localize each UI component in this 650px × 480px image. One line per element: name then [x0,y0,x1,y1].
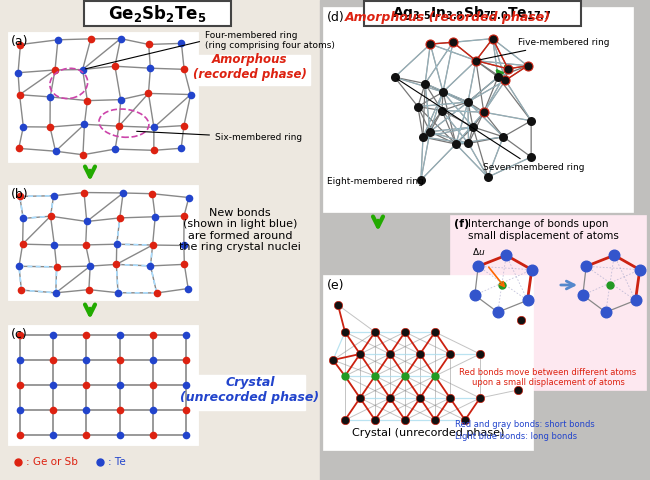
Text: (e): (e) [327,279,344,292]
Text: Crystal
(unrecorded phase): Crystal (unrecorded phase) [181,376,320,404]
Bar [323,7,633,212]
Text: Five-membered ring: Five-membered ring [478,38,610,60]
Text: $\mathbf{Ag_{3.5}In_{3.8}Sb_{75.0}Te_{17.7}}$: $\mathbf{Ag_{3.5}In_{3.8}Sb_{75.0}Te_{17… [392,4,552,22]
Bar [8,32,198,162]
Text: : Ge or Sb: : Ge or Sb [26,457,78,467]
Text: Four-membered ring
(ring comprising four atoms): Four-membered ring (ring comprising four… [85,31,335,69]
Text: Light blue bonds: long bonds: Light blue bonds: long bonds [455,432,577,441]
Text: Six-membered ring: Six-membered ring [136,132,302,142]
Text: (a): (a) [11,35,29,48]
Bar [195,375,305,410]
Text: New bonds
(shown in light blue)
are formed around
the ring crystal nuclei: New bonds (shown in light blue) are form… [179,208,301,252]
Bar [8,325,198,445]
Text: (f): (f) [454,219,469,229]
Text: Amorphous
(recorded phase): Amorphous (recorded phase) [193,53,307,81]
Bar [8,185,198,300]
FancyBboxPatch shape [84,1,231,26]
Bar [190,55,310,85]
Text: $\Delta u$: $\Delta u$ [472,246,486,257]
Bar [323,275,533,450]
Text: (c): (c) [11,328,28,341]
Text: Red bonds move between different atoms
upon a small displacement of atoms: Red bonds move between different atoms u… [460,368,636,387]
Text: Amorphous (recorded phase): Amorphous (recorded phase) [345,11,551,24]
Text: (d): (d) [327,11,344,24]
Bar [320,0,650,480]
Text: Crystal (unrecorded phase): Crystal (unrecorded phase) [352,428,504,438]
Text: Eight-membered ring: Eight-membered ring [327,177,424,186]
Text: : Te: : Te [108,457,125,467]
Bar [0,0,320,480]
Bar [450,215,646,390]
Text: Red and gray bonds: short bonds: Red and gray bonds: short bonds [455,420,595,429]
FancyBboxPatch shape [364,1,581,26]
Text: Seven-membered ring: Seven-membered ring [397,79,584,172]
Text: $\mathbf{Ge_2Sb_2Te_5}$: $\mathbf{Ge_2Sb_2Te_5}$ [108,2,206,24]
Text: (b): (b) [11,188,29,201]
Text: Interchange of bonds upon
small displacement of atoms: Interchange of bonds upon small displace… [468,219,619,240]
